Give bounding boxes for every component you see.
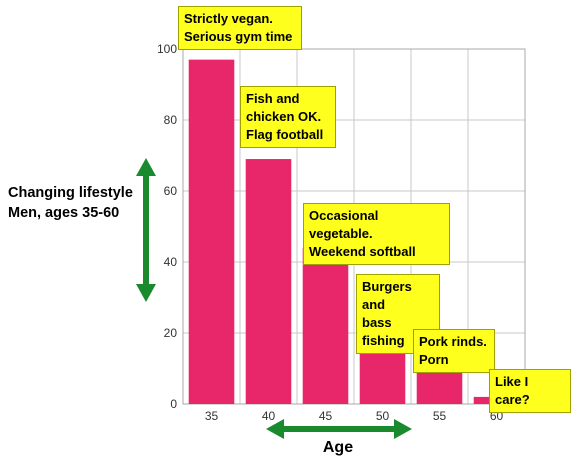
x-tick-label: 40: [262, 409, 276, 423]
annotation-40: Fish and chicken OK. Flag football: [240, 86, 336, 148]
annotation-line: Like I care?: [495, 374, 530, 407]
arrows: [136, 158, 412, 439]
plot-frame: [182, 48, 526, 405]
annotation-line: Serious gym time: [184, 29, 293, 44]
annotation-45: Occasional vegetable. Weekend softball: [303, 203, 450, 265]
y-tick-label: 60: [164, 184, 178, 198]
y-tick-label: 100: [157, 42, 177, 56]
annotation-60: Like I care?: [489, 369, 571, 413]
y-tick-label: 40: [164, 255, 178, 269]
horizontal-arrow-head-right: [394, 419, 412, 439]
y-tick-label: 0: [170, 397, 177, 411]
x-tick-labels: 35 40 45 50 55 60: [205, 409, 504, 423]
annotation-line: chicken OK.: [246, 109, 322, 124]
x-tick-label: 45: [319, 409, 333, 423]
x-tick-label: 55: [433, 409, 447, 423]
bar-55: [416, 372, 463, 404]
vertical-arrow-head-down: [136, 284, 156, 302]
y-axis-label-line-2: Men, ages 35-60: [8, 205, 120, 221]
annotation-line: Flag football: [246, 127, 324, 142]
annotation-50: Burgers and bass fishing: [356, 274, 440, 354]
bar-35: [188, 59, 235, 405]
horizontal-arrow-head-left: [266, 419, 284, 439]
horizontal-arrow-shaft: [280, 426, 398, 432]
annotation-55: Pork rinds. Porn: [413, 329, 495, 373]
annotation-line: Strictly vegan.: [184, 11, 273, 26]
x-tick-label: 50: [376, 409, 390, 423]
annotation-line: Pork rinds.: [419, 334, 487, 349]
bar-40: [245, 159, 292, 404]
y-axis-label-line-1: Changing lifestyle: [8, 185, 133, 201]
annotation-line: Fish and: [246, 91, 300, 106]
y-axis-label: Changing lifestyle Men, ages 35-60: [8, 183, 148, 223]
annotation-line: Weekend softball: [309, 244, 416, 259]
vertical-arrow-shaft: [143, 172, 149, 288]
bar-45: [302, 247, 349, 404]
y-tick-label: 80: [164, 113, 178, 127]
y-tick-labels: 0 20 40 60 80 100: [157, 42, 177, 411]
x-tick-label: 35: [205, 409, 219, 423]
y-tick-label: 20: [164, 326, 178, 340]
annotation-line: Burgers and: [362, 279, 412, 312]
annotation-line: Occasional vegetable.: [309, 208, 379, 241]
annotation-line: Porn: [419, 352, 449, 367]
annotation-35: Strictly vegan. Serious gym time: [178, 6, 302, 50]
vertical-arrow-head-up: [136, 158, 156, 176]
annotation-line: bass fishing: [362, 315, 405, 348]
x-axis-label: Age: [322, 439, 354, 456]
